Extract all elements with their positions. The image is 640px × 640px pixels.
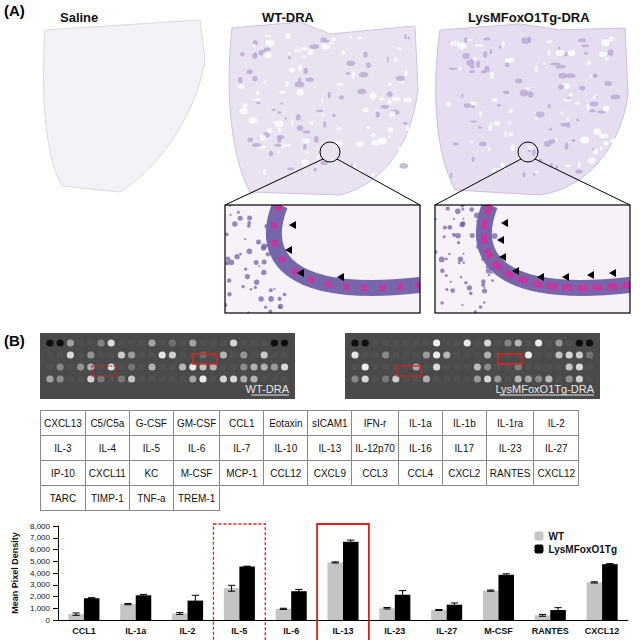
html-text:CXCL12: CXCL12 xyxy=(537,467,576,479)
svg-text:(B): (B) xyxy=(4,332,25,349)
html-text:G-CSF: G-CSF xyxy=(135,417,167,429)
html-text:IL-10: IL-10 xyxy=(274,442,298,454)
html-text:M-CSF: M-CSF xyxy=(180,467,213,479)
svg-text:IL-13: IL-13 xyxy=(332,626,353,636)
svg-text:IL-1a: IL-1a xyxy=(125,626,147,636)
svg-text:IL-6: IL-6 xyxy=(283,626,299,636)
html-text:IL-16: IL-16 xyxy=(408,442,432,454)
html-text:IL-13: IL-13 xyxy=(318,442,342,454)
html-text:CCL4: CCL4 xyxy=(407,467,434,479)
html-text:IL-1b: IL-1b xyxy=(452,417,476,429)
html-text:IL-7: IL-7 xyxy=(233,442,251,454)
html-text:IL-1a: IL-1a xyxy=(408,417,432,429)
html-text:KC: KC xyxy=(144,467,159,479)
html-text:TIMP-1: TIMP-1 xyxy=(91,492,124,504)
svg-text:5,000: 5,000 xyxy=(30,557,51,566)
svg-text:IL-5: IL-5 xyxy=(231,626,247,636)
html-text:CXCL2: CXCL2 xyxy=(448,467,481,479)
svg-text:IL-2: IL-2 xyxy=(180,626,196,636)
svg-text:RANTES: RANTES xyxy=(532,626,569,636)
html-text:CXCL13: CXCL13 xyxy=(44,417,82,429)
svg-text:8,000: 8,000 xyxy=(30,522,51,531)
svg-text:0: 0 xyxy=(46,616,51,625)
html-text:IL-4: IL-4 xyxy=(98,442,116,454)
html-text:CCL12: CCL12 xyxy=(270,467,302,479)
html-text:Eotaxin: Eotaxin xyxy=(269,417,303,429)
svg-text:IL-23: IL-23 xyxy=(384,626,405,636)
html-text:MCP-1: MCP-1 xyxy=(226,467,258,479)
html-text:C5/C5a: C5/C5a xyxy=(90,417,125,429)
html-text:IL-6: IL-6 xyxy=(188,442,206,454)
svg-text:LysMFoxO1Tg: LysMFoxO1Tg xyxy=(548,544,617,555)
html-text:CXCL9: CXCL9 xyxy=(313,467,346,479)
html-text:IL-2: IL-2 xyxy=(547,417,565,429)
svg-text:4,000: 4,000 xyxy=(30,569,51,578)
svg-text:6,000: 6,000 xyxy=(30,545,51,554)
svg-text:CCL1: CCL1 xyxy=(72,626,96,636)
svg-text:WT-DRA: WT-DRA xyxy=(262,10,315,25)
svg-text:1,000: 1,000 xyxy=(30,604,51,613)
svg-text:M-CSF: M-CSF xyxy=(484,626,513,636)
svg-text:Saline: Saline xyxy=(60,10,98,25)
svg-text:7,000: 7,000 xyxy=(30,533,51,542)
html-text:IL-12p70: IL-12p70 xyxy=(355,442,395,454)
html-text:IL-23: IL-23 xyxy=(498,442,522,454)
html-text:IFN-r: IFN-r xyxy=(363,417,387,429)
html-text:sICAM1: sICAM1 xyxy=(312,417,348,429)
html-text:IL-27: IL-27 xyxy=(544,442,568,454)
html-text:TARC: TARC xyxy=(49,492,77,504)
html-text:IP-10: IP-10 xyxy=(51,467,75,479)
html-text:RANTES: RANTES xyxy=(489,467,531,479)
svg-text:IL-27: IL-27 xyxy=(436,626,457,636)
svg-text:2,000: 2,000 xyxy=(30,592,51,601)
html-text:TREM-1: TREM-1 xyxy=(178,492,216,504)
svg-text:Mean Pixel Density: Mean Pixel Density xyxy=(10,532,20,614)
html-text:IL-5: IL-5 xyxy=(142,442,160,454)
html-text:TNF-a: TNF-a xyxy=(137,492,166,504)
html-text:GM-CSF: GM-CSF xyxy=(176,417,217,429)
html-text:IL17: IL17 xyxy=(454,442,474,454)
html-text:IL-3: IL-3 xyxy=(54,442,72,454)
svg-text:WT-DRA: WT-DRA xyxy=(246,383,290,395)
svg-text:LysMFoxO1Tg-DRA: LysMFoxO1Tg-DRA xyxy=(468,10,590,25)
svg-text:(A): (A) xyxy=(4,2,25,19)
html-text:IL-1ra: IL-1ra xyxy=(497,417,524,429)
svg-text:WT: WT xyxy=(548,531,564,542)
svg-text:CXCL12: CXCL12 xyxy=(585,626,620,636)
svg-text:3,000: 3,000 xyxy=(30,580,51,589)
html-text:CCL3: CCL3 xyxy=(362,467,388,479)
html-text:CCL1: CCL1 xyxy=(229,417,255,429)
html-text:CXCL11: CXCL11 xyxy=(88,467,126,479)
svg-text:LysMFoxO1Tg-DRA: LysMFoxO1Tg-DRA xyxy=(495,383,594,395)
